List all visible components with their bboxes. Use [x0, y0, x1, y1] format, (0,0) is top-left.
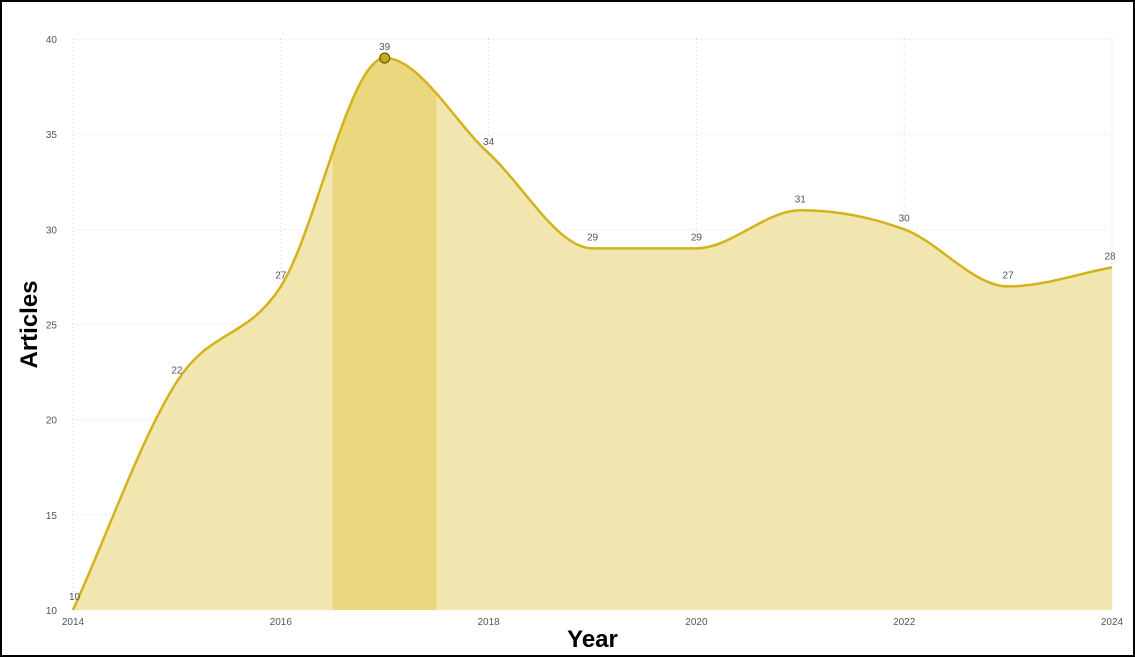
x-axis-title: Year	[567, 626, 618, 653]
data-label: 31	[795, 194, 807, 205]
data-label: 22	[171, 366, 183, 377]
data-labels: 10 22 27 39 34 29 29 31 30 27 28	[69, 42, 1116, 603]
data-label: 29	[691, 232, 703, 243]
data-label: 30	[899, 213, 911, 224]
x-tick-label: 2014	[62, 617, 85, 628]
y-axis: 10 15 20 25 30 35 40	[46, 35, 58, 617]
x-tick-label: 2022	[893, 617, 916, 628]
data-label: 29	[587, 232, 599, 243]
data-label: 27	[275, 270, 287, 281]
y-tick-label: 15	[46, 511, 58, 522]
y-axis-title: Articles	[16, 280, 43, 368]
highlight-band	[332, 58, 437, 610]
data-label: 28	[1104, 251, 1116, 262]
data-label: 10	[69, 592, 81, 603]
x-tick-label: 2024	[1101, 617, 1124, 628]
y-tick-label: 25	[46, 321, 58, 332]
y-tick-label: 20	[46, 416, 58, 427]
x-axis: 2014 2016 2018 2020 2022 2024	[62, 617, 1124, 628]
x-tick-label: 2016	[270, 617, 293, 628]
data-label: 27	[1003, 270, 1015, 281]
y-tick-label: 10	[46, 606, 58, 617]
highlight-marker[interactable]	[379, 52, 391, 64]
y-tick-label: 30	[46, 225, 58, 236]
y-tick-label: 40	[46, 35, 58, 46]
x-tick-label: 2018	[477, 617, 500, 628]
plot-area	[71, 52, 1113, 611]
y-tick-label: 35	[46, 130, 58, 141]
x-tick-label: 2020	[685, 617, 708, 628]
data-label: 34	[483, 137, 495, 148]
series-line	[71, 56, 1113, 611]
data-label: 39	[379, 42, 391, 53]
